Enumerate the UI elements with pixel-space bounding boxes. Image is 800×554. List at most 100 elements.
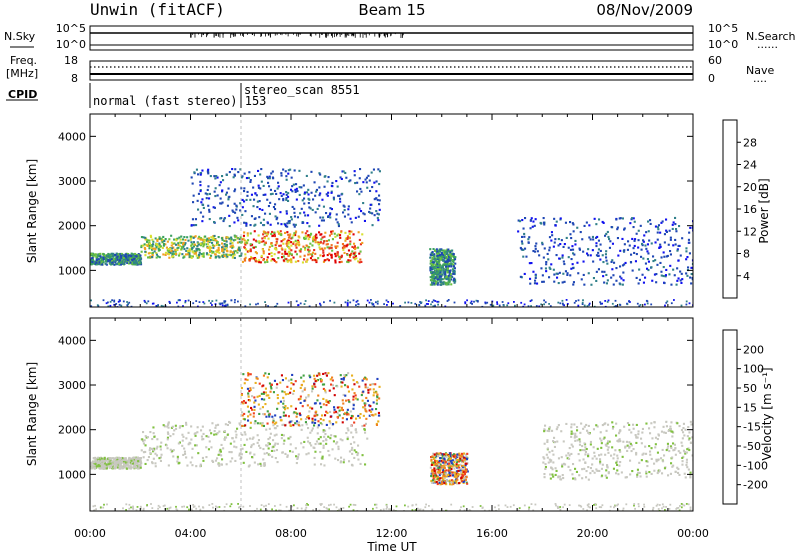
heatmap-cell: [326, 194, 329, 197]
heatmap-cell: [674, 243, 677, 246]
heatmap-cell: [218, 184, 221, 187]
heatmap-cell: [687, 468, 690, 471]
heatmap-cell: [337, 233, 340, 236]
heatmap-cell: [436, 279, 439, 282]
heatmap-cell: [121, 457, 124, 460]
heatmap-cell: [579, 231, 582, 234]
heatmap-cell: [108, 257, 111, 260]
heatmap-cell: [194, 218, 197, 221]
heatmap-cell: [616, 237, 619, 240]
heatmap-cell: [464, 468, 467, 471]
heatmap-cell: [95, 255, 98, 258]
heatmap-cell: [349, 240, 352, 243]
heatmap-cell: [675, 230, 678, 233]
heatmap-cell: [653, 469, 656, 472]
heatmap-cell: [279, 381, 282, 384]
heatmap-cell: [231, 168, 234, 171]
heatmap-cell: [186, 250, 189, 253]
heatmap-cell: [463, 456, 466, 459]
heatmap-cell: [223, 218, 226, 221]
heatmap-cell: [353, 421, 356, 424]
heatmap-cell: [453, 467, 456, 470]
heatmap-cell: [219, 450, 222, 453]
heatmap-cell: [172, 242, 175, 245]
heatmap-cell: [222, 220, 225, 223]
heatmap-cell: [111, 299, 113, 302]
heatmap-cell: [249, 243, 252, 246]
heatmap-cell: [258, 241, 261, 244]
heatmap-cell: [442, 259, 445, 262]
heatmap-cell: [244, 401, 247, 404]
heatmap-cell: [215, 299, 218, 302]
heatmap-cell: [344, 231, 347, 234]
heatmap-cell: [435, 481, 438, 484]
heatmap-cell: [292, 242, 295, 245]
heatmap-cell: [433, 255, 436, 258]
heatmap-cell: [201, 255, 204, 258]
heatmap-cell: [562, 260, 565, 263]
heatmap-cell: [223, 438, 226, 441]
heatmap-cell: [311, 407, 314, 410]
heatmap-cell: [645, 460, 648, 463]
heatmap-cell: [120, 459, 123, 462]
heatmap-cell: [165, 444, 168, 447]
heatmap-cell: [498, 304, 501, 307]
heatmap-cell: [376, 216, 379, 219]
heatmap-cell: [218, 251, 221, 254]
heatmap-cell: [377, 411, 380, 414]
heatmap-cell: [430, 271, 433, 274]
heatmap-cell: [329, 299, 331, 302]
heatmap-cell: [222, 251, 225, 254]
heatmap-cell: [243, 412, 246, 415]
heatmap-cell: [637, 433, 640, 436]
heatmap-cell: [443, 465, 446, 468]
heatmap-cell: [432, 452, 435, 455]
heatmap-cell: [210, 236, 213, 239]
heatmap-cell: [435, 261, 438, 264]
heatmap-cell: [285, 258, 288, 261]
heatmap-cell: [342, 248, 345, 251]
heatmap-cell: [589, 467, 592, 470]
heatmap-cell: [170, 426, 173, 429]
heatmap-cell: [307, 427, 310, 430]
heatmap-cell: [127, 303, 129, 305]
heatmap-cell: [253, 405, 256, 408]
heatmap-cell: [337, 445, 340, 448]
heatmap-cell: [288, 259, 291, 262]
heatmap-cell: [336, 221, 339, 224]
heatmap-cell: [142, 442, 145, 445]
heatmap-cell: [300, 376, 303, 379]
heatmap-cell: [636, 436, 639, 439]
heatmap-cell: [449, 273, 452, 276]
heatmap-cell: [682, 449, 685, 452]
heatmap-cell: [448, 471, 451, 474]
heatmap-cell: [199, 465, 202, 468]
heatmap-cell: [178, 252, 181, 255]
heatmap-cell: [548, 427, 551, 430]
heatmap-cell: [319, 302, 321, 305]
heatmap-cell: [444, 274, 447, 277]
heatmap-cell: [304, 300, 307, 302]
heatmap-cell: [307, 440, 310, 443]
heatmap-cell: [443, 272, 446, 275]
heatmap-cell: [513, 301, 515, 303]
heatmap-cell: [123, 464, 126, 467]
heatmap-cell: [253, 422, 256, 425]
heatmap-cell: [597, 239, 600, 242]
heatmap-cell: [453, 267, 456, 270]
heatmap-cell: [445, 275, 448, 278]
heatmap-cell: [213, 244, 216, 247]
heatmap-cell: [333, 232, 336, 235]
heatmap-cell: [447, 455, 450, 458]
heatmap-cell: [251, 437, 254, 440]
heatmap-cell: [432, 264, 435, 267]
heatmap-cell: [650, 303, 653, 306]
heatmap-cell: [318, 204, 321, 207]
heatmap-cell: [276, 383, 279, 386]
heatmap-cell: [215, 424, 218, 427]
heatmap-cell: [97, 456, 100, 459]
heatmap-cell: [300, 418, 303, 421]
heatmap-cell: [220, 202, 223, 205]
heatmap-cell: [110, 254, 113, 257]
heatmap-cell: [351, 452, 354, 455]
